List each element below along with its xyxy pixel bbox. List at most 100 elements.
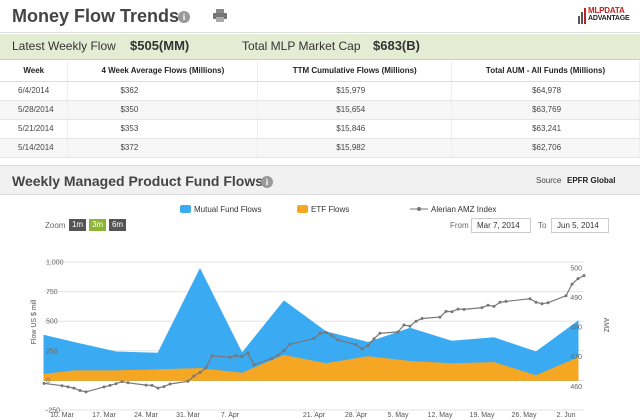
index-point [504,299,508,303]
y-axis-left-title: Flow US $ mill [31,299,38,344]
aum-cell: $63,769 [451,100,640,120]
table-row: 5/28/2014 $350 $15,654 $63,769 [0,100,640,120]
index-point [414,319,418,323]
index-point [282,349,286,352]
market-cap-value: $683(B) [373,38,420,53]
x-tick-label: 24. Mar [134,412,158,419]
index-point [366,344,370,347]
index-point [354,343,358,347]
to-label: To [538,221,547,230]
zoom-1m-button[interactable]: 1m [69,219,86,231]
to-date-input[interactable] [551,218,609,233]
index-point [168,382,172,386]
y-axis-labels: 1,000 750 500 250 0 -250 500 490 480 470 460 [46,260,582,415]
index-point [540,302,544,306]
index-point [528,297,532,301]
y-right-tick-label: 490 [570,295,582,302]
legend-alerian-amz-index[interactable]: Alerian AMZ Index [410,205,496,214]
y-right-tick-label: 460 [570,384,582,391]
legend-mutual-fund-flows[interactable]: Mutual Fund Flows [180,205,262,214]
week-cell: 5/21/2014 [0,119,69,139]
index-point [546,301,550,305]
index-point [534,300,538,304]
ttm-cell: $15,979 [257,81,453,101]
legend-label: Alerian AMZ Index [431,205,497,214]
zoom-6m-button[interactable]: 6m [109,219,126,231]
index-point [240,354,244,358]
index-point [498,300,502,304]
info-icon[interactable]: i [261,176,273,188]
legend-label: Mutual Fund Flows [194,205,262,214]
legend-swatch-mutual [180,205,191,213]
zoom-3m-button[interactable]: 3m [89,219,106,231]
index-point [120,380,124,384]
table-row: 6/4/2014 $362 $15,979 $64,978 [0,81,640,101]
index-point [564,294,568,298]
chart-section-header: Weekly Managed Product Fund Flows i Sour… [0,165,640,195]
index-point [78,389,82,392]
table-header-row: Week 4 Week Average Flows (Millions) TTM… [0,61,640,82]
flows-table: Week 4 Week Average Flows (Millions) TTM… [0,61,640,158]
table-row: 5/21/2014 $353 $15,846 $63,241 [0,119,640,139]
x-axis-labels: 10. Mar 17. Mar 24. Mar 31. Mar 7. Apr 21. Ap… [50,410,576,419]
page-title: Money Flow Trends [12,6,180,26]
index-point [234,354,238,358]
avg-flow-cell: $350 [67,100,259,120]
index-point [336,338,340,342]
avg-flow-cell: $362 [67,81,259,101]
x-tick-label: 2. Jun [556,412,575,419]
x-tick-label: 10. Mar [50,412,74,419]
x-tick-label: 17. Mar [92,412,116,419]
index-point [288,342,292,346]
index-point [126,381,130,385]
index-point [462,307,466,311]
legend-swatch-etf [297,205,308,213]
index-point [228,355,232,359]
y-left-tick-label: 500 [46,319,58,326]
etf-flows-area [43,354,579,381]
index-point [42,381,46,385]
y-left-tick-label: 0 [46,378,50,385]
index-point [150,383,154,387]
aum-cell: $63,241 [451,119,640,139]
avg-flow-cell: $372 [67,138,259,158]
x-tick-label: 12. May [428,412,453,419]
avg-flow-cell: $353 [67,119,259,139]
logo-text-top: MLPDATA [588,6,625,15]
x-tick-label: 21. Apr [303,412,326,419]
chart-section-title: Weekly Managed Product Fund Flows [12,173,263,189]
index-point [204,366,208,370]
index-point [246,351,250,355]
y-left-tick-label: 1,000 [46,260,64,267]
index-point [576,277,580,281]
index-point [444,309,448,313]
x-tick-label: 26. May [512,412,537,419]
index-point [198,370,202,374]
column-header: 4 Week Average Flows (Millions) [67,61,259,82]
info-icon[interactable]: i [178,11,190,23]
legend-etf-flows[interactable]: ETF Flows [297,205,349,214]
logo-bars-icon [578,8,586,24]
index-point [582,274,586,278]
market-cap-label: Total MLP Market Cap [242,39,361,53]
weekly-flow-value: $505(MM) [130,38,190,53]
y-right-tick-label: 480 [570,325,582,332]
source-label: Source [536,176,562,185]
index-point [408,324,412,328]
from-date-input[interactable] [471,218,531,233]
title-bar: Money Flow Trends i MLPDATA ADVANTAGE [0,0,640,33]
ttm-cell: $15,982 [257,138,453,158]
logo-text-bottom: ADVANTAGE [588,15,630,22]
index-point [192,374,196,378]
week-cell: 6/4/2014 [0,81,69,101]
chart-index-line [42,274,586,394]
index-point [108,383,112,387]
x-tick-label: 7. Apr [221,412,240,419]
index-point [66,385,70,389]
index-point [480,306,484,310]
index-point [72,386,76,390]
index-point [318,331,322,335]
index-point [450,310,454,314]
y-right-tick-label: 470 [570,354,582,361]
print-icon[interactable] [212,9,228,23]
